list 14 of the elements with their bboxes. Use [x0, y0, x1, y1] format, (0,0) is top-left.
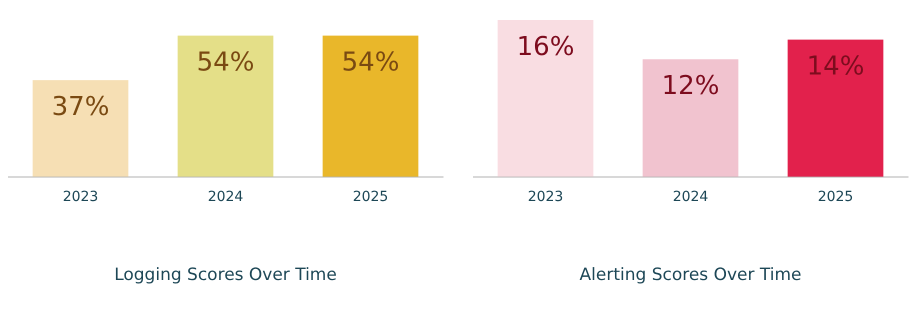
data-label: 54% [196, 47, 254, 78]
data-label: 14% [806, 51, 864, 82]
x-tick-label: 2024 [208, 188, 244, 205]
x-tick-label: 2023 [62, 188, 98, 205]
data-label: 16% [516, 32, 574, 62]
data-label: 54% [342, 47, 400, 78]
text: Alerting Scores Over Time [580, 265, 802, 286]
text: Logging Scores Over Time [114, 265, 337, 286]
x-tick-label: 2024 [672, 188, 708, 205]
x-tick-label: 2025 [818, 188, 854, 205]
x-tick-label: 2023 [528, 188, 564, 205]
data-label: 37% [52, 92, 110, 122]
x-tick-label: 2025 [352, 188, 388, 205]
data-label: 12% [662, 70, 720, 101]
